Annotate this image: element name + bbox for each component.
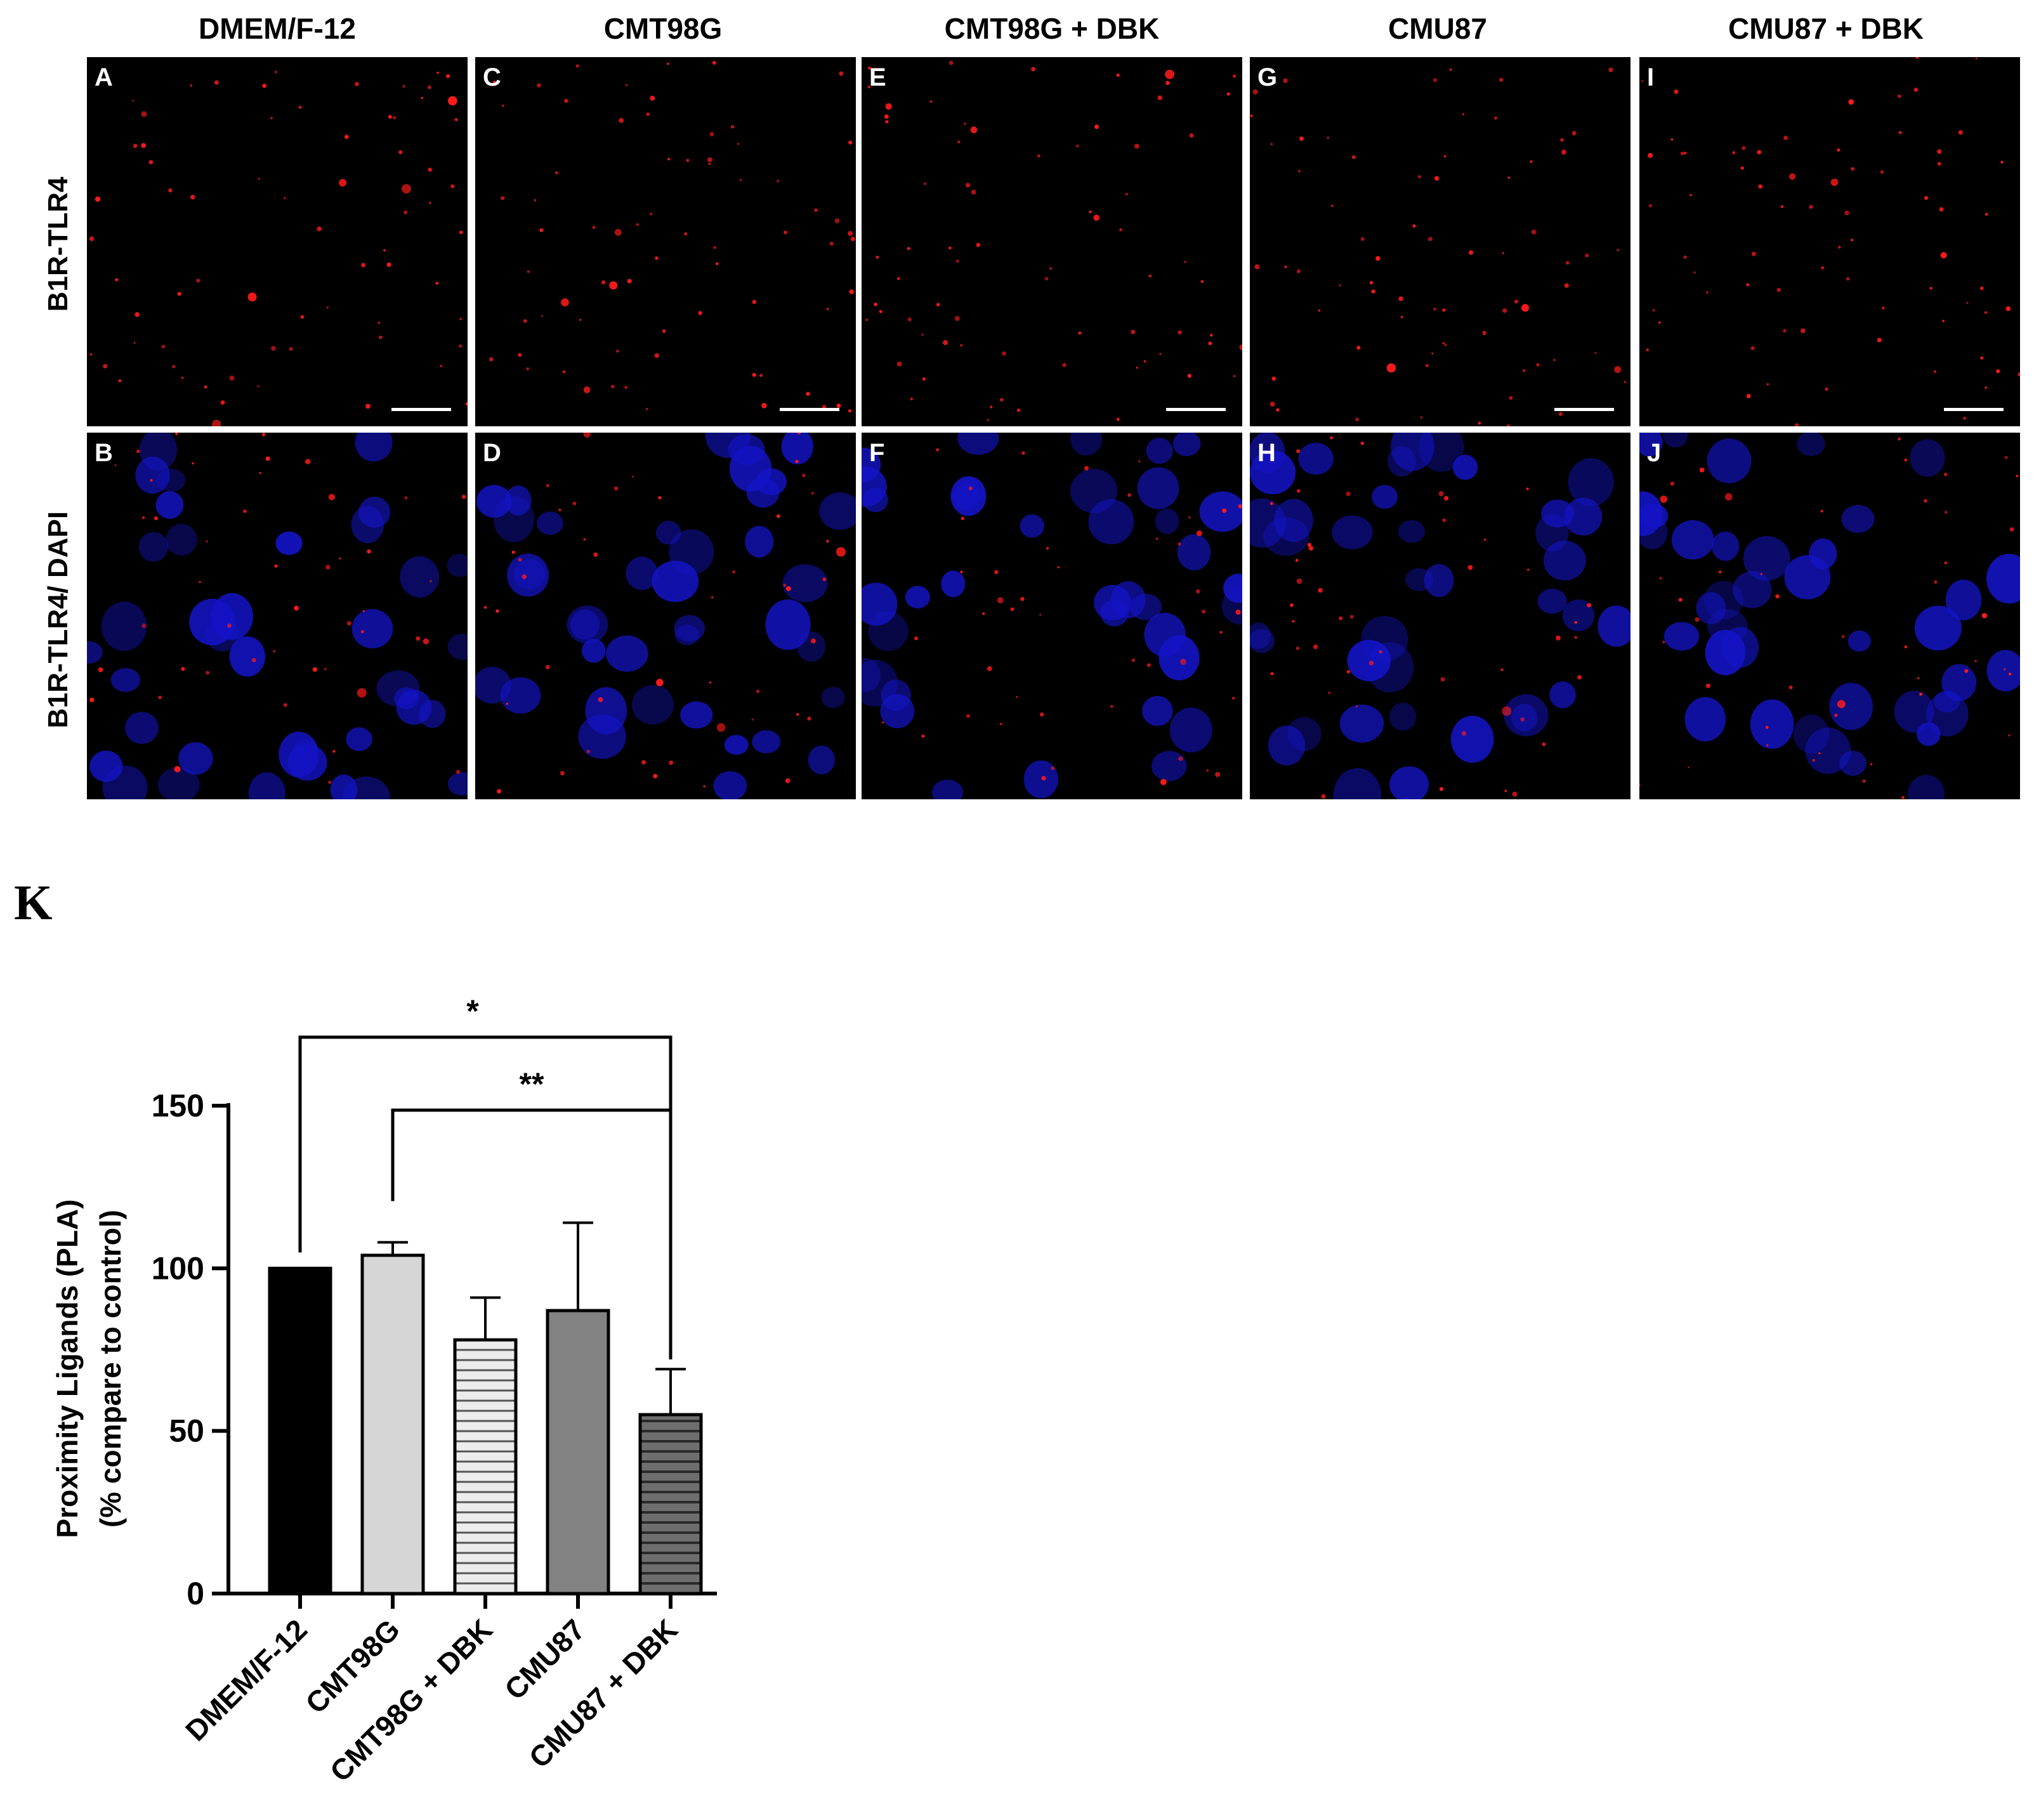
panel-D: D <box>475 433 856 799</box>
column-header-cmu87: CMU87 <box>1388 12 1487 45</box>
panel-letter-J: J <box>1647 439 1662 467</box>
bar <box>546 1309 610 1595</box>
bar <box>268 1266 332 1595</box>
panel-letter-H: H <box>1257 439 1276 467</box>
panel-letter-E: E <box>869 63 886 91</box>
scale-bar <box>1554 408 1614 411</box>
panel-E: E <box>862 57 1242 426</box>
micrograph-texture <box>865 60 1242 421</box>
significance-label: ** <box>520 1066 544 1102</box>
column-header-dmem: DMEM/F-12 <box>199 12 356 45</box>
x-tick-label: CMU87 <box>498 1613 591 1706</box>
column-header-cmu87-dbk: CMU87 + DBK <box>1728 12 1924 45</box>
panel-A: A <box>87 57 468 426</box>
micrograph-texture <box>87 433 468 799</box>
chart-canvas: 0 50 100 150 Proximity Ligands (PLA) (% compa… <box>51 993 717 1788</box>
scale-bar <box>1944 408 2004 411</box>
panel-letter-D: D <box>483 439 501 467</box>
micrograph-texture <box>1641 57 2020 426</box>
y-tick-label: 50 <box>169 1413 204 1449</box>
micrograph-texture <box>1250 433 1630 799</box>
y-tick-label: 0 <box>187 1576 204 1611</box>
panel-F: F <box>862 433 1242 799</box>
bar <box>360 1254 425 1595</box>
column-header-cmt98g-dbk: CMT98G + DBK <box>944 12 1160 45</box>
x-tick-label: CMT98G + DBK <box>324 1613 499 1788</box>
panel-I: I <box>1639 57 2020 426</box>
panel-letter-A: A <box>95 63 113 91</box>
y-tick-label: 100 <box>152 1250 204 1286</box>
micrograph-texture <box>475 433 856 799</box>
panel-H: H <box>1250 433 1630 799</box>
significance-label: * <box>466 993 479 1029</box>
section-label-k: K <box>14 875 53 930</box>
panel-J: J <box>1639 433 2020 799</box>
scale-bar <box>391 408 451 411</box>
y-axis-title-line1: Proximity Ligands (PLA) <box>51 1199 84 1538</box>
x-tick-label: DMEM/F-12 <box>179 1613 313 1747</box>
row-label-b1r-tlr4: B1R-TLR4 <box>43 176 74 312</box>
panel-G: G <box>1250 57 1630 426</box>
micrograph-texture <box>489 61 855 413</box>
panel-letter-B: B <box>95 439 113 467</box>
bar <box>638 1413 703 1595</box>
column-header-cmt98g: CMT98G <box>603 12 723 45</box>
panel-letter-F: F <box>869 439 885 467</box>
micrograph-texture <box>1639 433 2020 799</box>
scale-bar <box>780 408 839 411</box>
scale-bar <box>1166 408 1226 411</box>
panel-letter-C: C <box>483 63 501 91</box>
panel-C: C <box>475 57 856 426</box>
micrograph-texture <box>862 433 1242 799</box>
y-tick-label: 150 <box>152 1088 204 1123</box>
significance-bracket <box>391 1108 673 1334</box>
panel-letter-G: G <box>1257 63 1278 91</box>
micrograph-texture <box>1250 67 1626 426</box>
pla-bar-chart: 0 50 100 150 Proximity Ligands (PLA) (% compa… <box>0 990 761 1814</box>
panel-B: B <box>87 433 468 799</box>
panel-letter-I: I <box>1647 63 1655 91</box>
micrograph-texture <box>89 70 468 426</box>
y-axis-title-line2: (% compare to control) <box>94 1210 127 1528</box>
row-label-b1r-tlr4-dapi: B1R-TLR4/ DAPI <box>43 511 74 729</box>
bar <box>453 1338 518 1595</box>
